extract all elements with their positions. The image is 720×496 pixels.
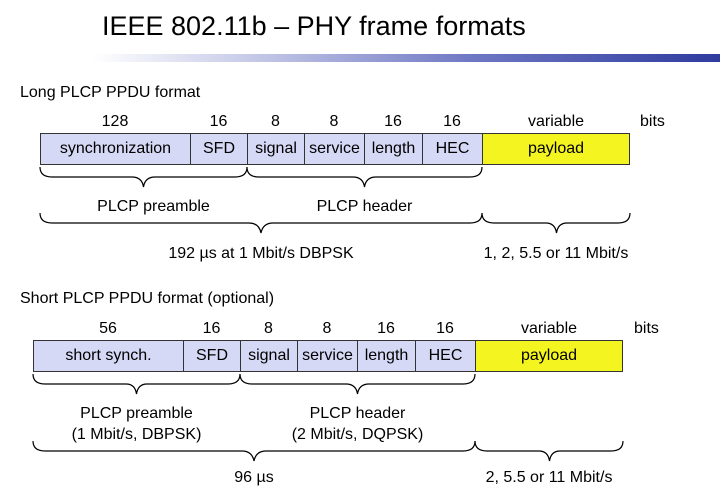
short-preamble-label: PLCP preamble (1 Mbit/s, DBPSK) <box>33 403 240 445</box>
long-field-service: service <box>304 133 364 165</box>
short-format-label: Short PLCP PPDU format (optional) <box>20 290 275 307</box>
short-field-service: service <box>297 340 357 372</box>
short-preamble-label-line1: PLCP preamble <box>80 405 193 422</box>
long-payload-rate-label: 1, 2, 5.5 or 11 Mbit/s <box>483 245 629 262</box>
long-timing-label: 192 µs at 1 Mbit/s DBPSK <box>168 245 354 262</box>
short-field-synch: short synch. <box>33 340 183 372</box>
long-field-payload: payload <box>482 133 630 165</box>
short-bits-payload: variable <box>520 320 578 337</box>
short-preamble-label-line2: (1 Mbit/s, DBPSK) <box>71 426 202 443</box>
long-bits-hec: 16 <box>443 113 461 130</box>
long-preamble-brace <box>39 166 248 188</box>
short-field-length: length <box>357 340 415 372</box>
short-timing-label: 96 µs <box>234 469 274 486</box>
short-header-label-line1: PLCP header <box>309 405 406 422</box>
short-field-signal: signal <box>240 340 297 372</box>
long-bits-unit-label: bits <box>640 113 665 130</box>
short-bits-unit-label: bits <box>634 320 659 337</box>
page-title: IEEE 802.11b – PHY frame formats <box>102 11 526 41</box>
long-total-brace <box>39 212 483 234</box>
long-field-synchronization: synchronization <box>40 133 190 165</box>
short-bits-length: 16 <box>377 320 395 337</box>
long-field-hec: HEC <box>422 133 482 165</box>
short-header-label-line2: (2 Mbit/s, DQPSK) <box>291 426 424 443</box>
long-bits-payload: variable <box>527 113 585 130</box>
short-bits-hec: 16 <box>436 320 454 337</box>
short-header-brace <box>239 373 476 395</box>
short-bits-sfd: 16 <box>202 320 221 337</box>
short-header-label: PLCP header (2 Mbit/s, DQPSK) <box>240 403 475 445</box>
short-bits-signal: 8 <box>264 320 273 337</box>
short-field-sfd: SFD <box>183 340 240 372</box>
long-bits-length: 16 <box>384 113 402 130</box>
short-bits-synch: 56 <box>99 320 117 337</box>
long-bits-signal: 8 <box>271 113 280 130</box>
short-payload-brace <box>474 440 624 462</box>
long-frame: synchronization SFD signal service lengt… <box>40 133 630 165</box>
long-preamble-label: PLCP preamble <box>97 198 210 215</box>
short-total-brace <box>32 440 476 462</box>
short-bits-service: 8 <box>322 320 332 337</box>
long-format-label: Long PLCP PPDU format <box>20 84 201 101</box>
long-bits-sfd: 16 <box>209 113 228 130</box>
short-field-hec: HEC <box>415 340 475 372</box>
long-payload-brace <box>481 212 631 234</box>
short-field-payload: payload <box>475 340 623 372</box>
long-bits-service: 8 <box>329 113 339 130</box>
long-field-signal: signal <box>247 133 304 165</box>
long-bits-synchronization: 128 <box>101 113 129 130</box>
short-preamble-brace <box>32 373 241 395</box>
short-frame: short synch. SFD signal service length H… <box>33 340 623 372</box>
title-underline-bar <box>92 54 720 62</box>
long-field-length: length <box>364 133 422 165</box>
long-field-sfd: SFD <box>190 133 247 165</box>
long-header-label: PLCP header <box>316 198 413 215</box>
short-payload-rate-label: 2, 5.5 or 11 Mbit/s <box>485 469 613 486</box>
long-header-brace <box>246 166 483 188</box>
